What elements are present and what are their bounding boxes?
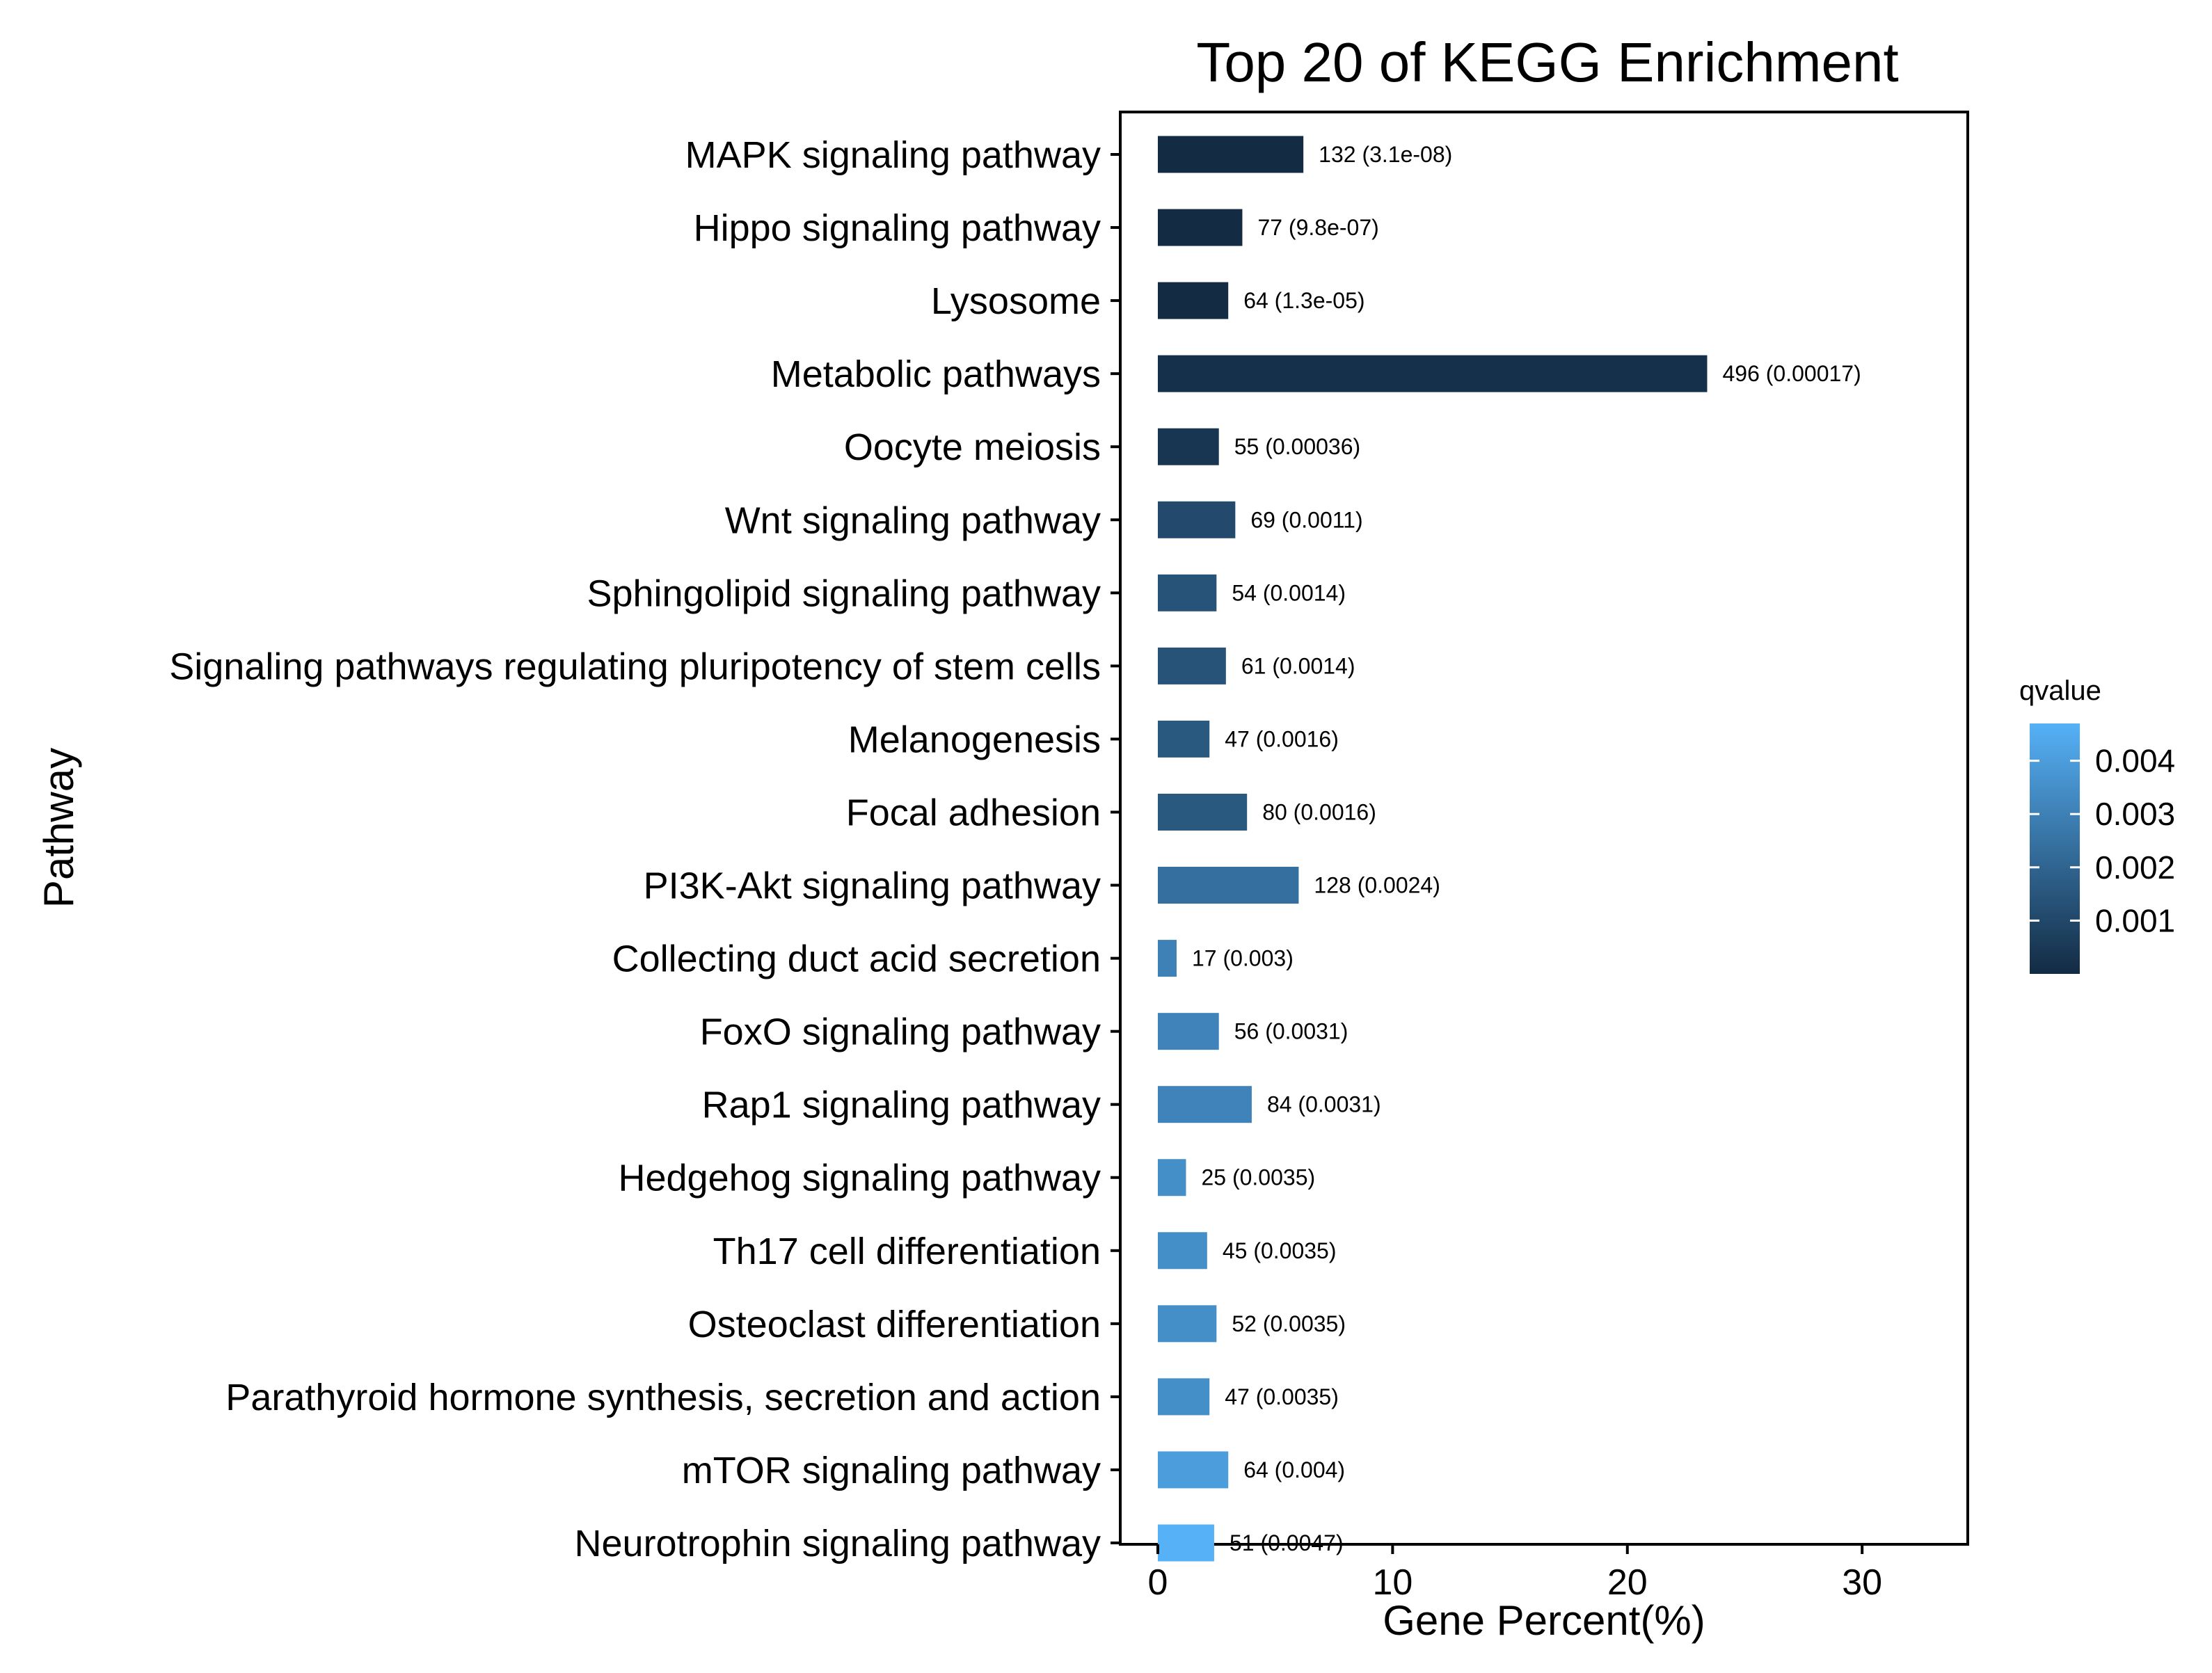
y-tick-label: Signaling pathways regulating pluripoten… [169, 646, 1101, 687]
bar [1157, 1305, 1217, 1343]
plot-panel [1119, 111, 1969, 1546]
bar [1157, 1159, 1186, 1196]
bar-data-label: 64 (1.3e-05) [1243, 288, 1364, 313]
y-tick-label: Wnt signaling pathway [725, 499, 1101, 541]
bar [1157, 209, 1243, 246]
y-axis: MAPK signaling pathway Hippo signaling pa… [169, 134, 1120, 1564]
y-tick-label: Hedgehog signaling pathway [618, 1158, 1101, 1199]
bar-data-label: 84 (0.0031) [1267, 1092, 1381, 1117]
bar [1157, 574, 1217, 611]
legend-colorbar [2030, 723, 2080, 974]
bar-data-label: 25 (0.0035) [1201, 1165, 1315, 1190]
bar-data-label: 496 (0.00017) [1722, 361, 1861, 386]
bars-group [1157, 136, 1708, 1562]
bar-data-label: 64 (0.004) [1243, 1457, 1345, 1482]
qvalue-legend: qvalue 0.004 0.003 0.002 0.001 [2019, 675, 2175, 974]
bar-data-label: 47 (0.0016) [1225, 726, 1339, 751]
y-tick-label: Metabolic pathways [771, 353, 1101, 395]
y-tick-label: mTOR signaling pathway [682, 1450, 1101, 1491]
y-tick-label: Th17 cell differentiation [713, 1231, 1101, 1272]
y-tick-label: PI3K-Akt signaling pathway [644, 865, 1101, 907]
bar-data-label: 17 (0.003) [1192, 946, 1294, 971]
bar-data-label: 54 (0.0014) [1232, 580, 1346, 605]
legend-tick-label: 0.001 [2095, 902, 2175, 938]
bar-data-label: 69 (0.0011) [1250, 507, 1362, 532]
bar-data-label: 128 (0.0024) [1314, 873, 1440, 898]
bar-data-label: 45 (0.0035) [1223, 1238, 1337, 1263]
x-tick-label: 20 [1607, 1562, 1648, 1603]
chart-title: Top 20 of KEGG Enrichment [1196, 31, 1898, 93]
bar-data-label: 56 (0.0031) [1234, 1019, 1348, 1044]
x-axis: 0 10 20 30 [1148, 1544, 1882, 1603]
y-axis-title: Pathway [35, 748, 82, 908]
bar [1157, 1451, 1229, 1489]
y-tick-label: Osteoclast differentiation [688, 1304, 1101, 1345]
legend-tick-label: 0.004 [2095, 743, 2175, 779]
y-tick-label: FoxO signaling pathway [700, 1011, 1101, 1053]
y-tick-label: Neurotrophin signaling pathway [575, 1523, 1101, 1564]
bar-labels-group: 132 (3.1e-08) 77 (9.8e-07) 64 (1.3e-05) 496… [1192, 142, 1861, 1555]
bar-data-label: 61 (0.0014) [1241, 653, 1355, 678]
y-tick-label: Sphingolipid signaling pathway [587, 573, 1101, 614]
y-tick-label: MAPK signaling pathway [685, 134, 1101, 176]
bar-data-label: 80 (0.0016) [1262, 799, 1376, 824]
x-tick-label: 30 [1842, 1562, 1882, 1603]
bar [1157, 355, 1708, 392]
bar [1157, 793, 1248, 831]
legend-tick-label: 0.003 [2095, 796, 2175, 832]
legend-title: qvalue [2019, 675, 2101, 706]
y-tick-label: Rap1 signaling pathway [702, 1084, 1101, 1126]
bar-data-label: 77 (9.8e-07) [1257, 215, 1378, 240]
bar-data-label: 55 (0.00036) [1234, 434, 1360, 459]
bar [1157, 428, 1219, 465]
bar [1157, 1013, 1219, 1050]
bar [1157, 1378, 1210, 1416]
x-tick-label: 0 [1148, 1562, 1168, 1603]
bar [1157, 647, 1226, 685]
bar-data-label: 47 (0.0035) [1225, 1384, 1339, 1409]
y-tick-label: Oocyte meiosis [844, 426, 1101, 468]
legend-tick-label: 0.002 [2095, 849, 2175, 886]
x-tick-label: 10 [1372, 1562, 1413, 1603]
bar [1157, 136, 1304, 173]
bar [1157, 1524, 1214, 1562]
y-tick-label: Melanogenesis [848, 719, 1101, 760]
bar-data-label: 52 (0.0035) [1232, 1311, 1346, 1336]
bar [1157, 940, 1177, 977]
y-tick-label: Lysosome [931, 280, 1101, 322]
bar [1157, 1232, 1207, 1270]
bar [1157, 720, 1210, 758]
legend-ticks: 0.004 0.003 0.002 0.001 [2030, 743, 2175, 938]
x-axis-title: Gene Percent(%) [1383, 1597, 1705, 1644]
bar [1157, 501, 1236, 538]
y-tick-label: Hippo signaling pathway [694, 207, 1101, 249]
bar [1157, 1086, 1252, 1123]
bar-data-label: 51 (0.0047) [1230, 1530, 1344, 1555]
y-tick-label: Parathyroid hormone synthesis, secretion… [225, 1377, 1101, 1418]
y-tick-label: Focal adhesion [846, 792, 1101, 833]
bar [1157, 282, 1229, 319]
y-tick-label: Collecting duct acid secretion [612, 938, 1101, 980]
bar-data-label: 132 (3.1e-08) [1319, 142, 1452, 167]
bar [1157, 867, 1299, 904]
